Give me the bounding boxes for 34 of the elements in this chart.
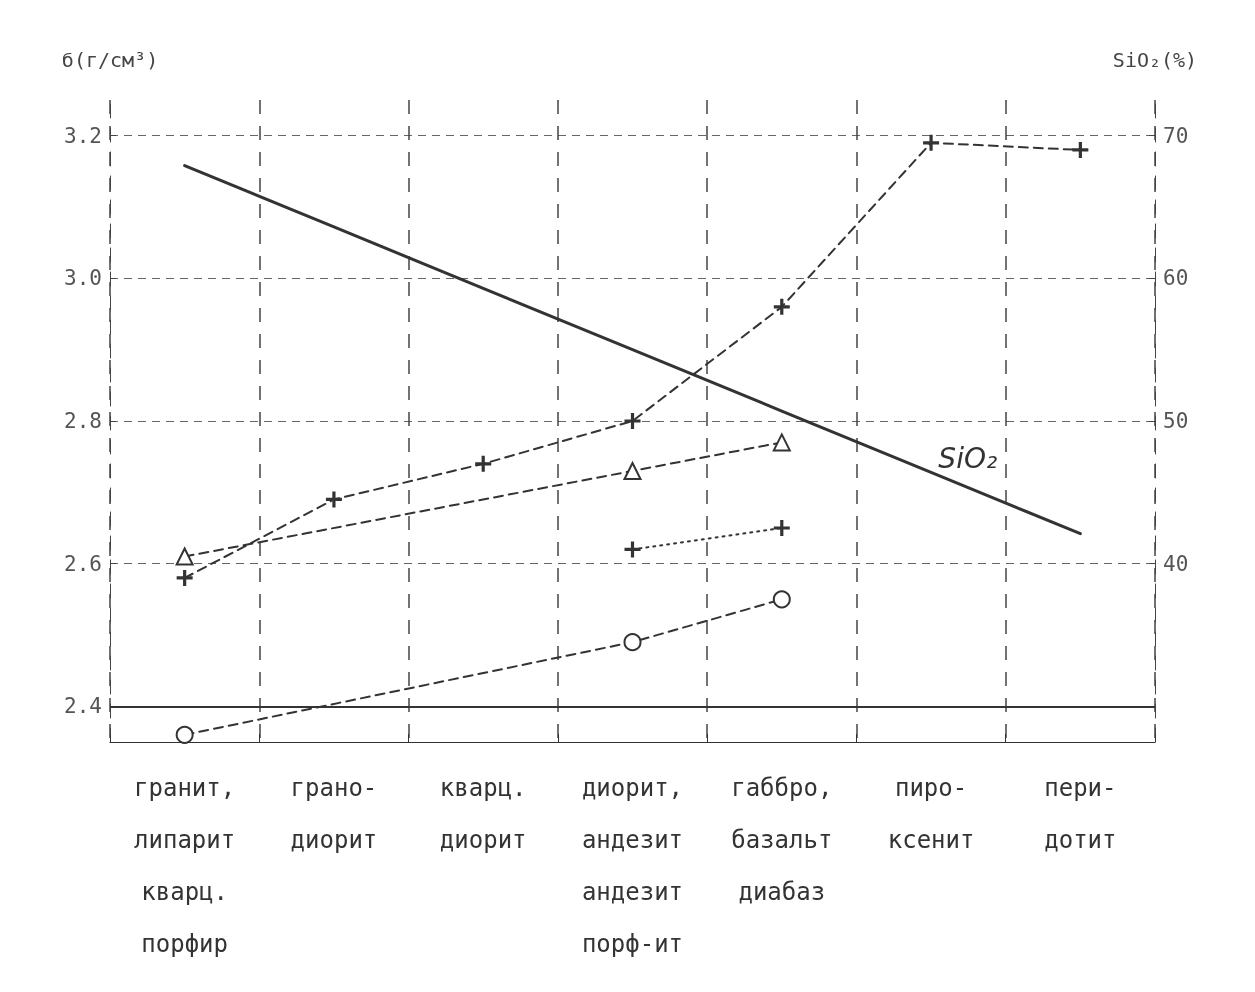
y2-tick-label: 70 [1163,123,1189,148]
y-tick-label: 3.0 [64,266,102,291]
x-tick-label: грано- диорит [290,774,378,854]
point [623,461,642,480]
y2-tick-label: 40 [1163,551,1189,576]
point [175,547,194,566]
y-tick-label: 2.8 [64,409,102,433]
y2-tick-label: 60 [1163,266,1189,291]
x-tick-label: пиро- ксенит [887,774,975,854]
point [1072,141,1089,158]
point [175,725,194,744]
y2-tick-label: 50 [1163,409,1189,433]
y-tick-label: 2.4 [64,694,102,719]
y2-axis-title: SiO₂(%) [1112,48,1198,72]
point [773,298,790,315]
point [773,520,790,536]
point [624,413,641,429]
point [623,633,642,652]
point [772,433,791,452]
point [325,491,342,508]
y-tick-label: 3.2 [64,123,102,148]
x-tick-label: диорит, андезит андезит порф-ит [581,774,684,958]
x-tick-label: пери- дотит [1044,774,1117,854]
point [475,455,492,472]
x-tick-label: гранит, липарит кварц. порфир [134,774,236,958]
x-tick-label: габбро, базальт диабаз [731,774,833,906]
point [176,569,193,586]
y-tick-label: 2.6 [64,551,102,576]
series-label: SiO₂ [938,442,998,476]
point [624,541,641,558]
x-tick-label: кварц. диорит [439,774,527,854]
point [923,134,940,151]
y-axis-title: б(г/см³) [61,48,159,72]
point [772,590,791,609]
